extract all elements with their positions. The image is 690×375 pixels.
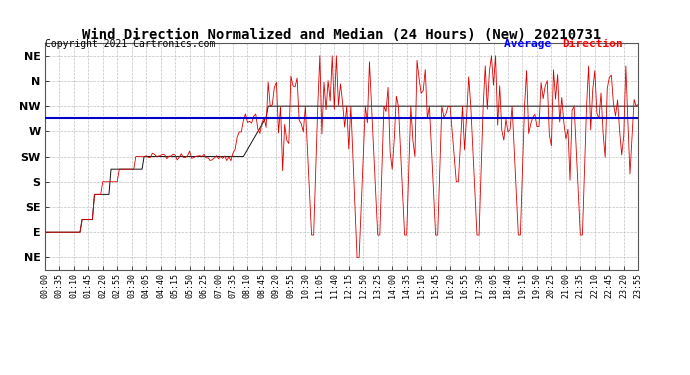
Text: Copyright 2021 Cartronics.com: Copyright 2021 Cartronics.com: [45, 39, 215, 50]
Text: Direction: Direction: [562, 39, 623, 50]
Title: Wind Direction Normalized and Median (24 Hours) (New) 20210731: Wind Direction Normalized and Median (24…: [82, 28, 601, 42]
Text: Average: Average: [504, 39, 558, 50]
